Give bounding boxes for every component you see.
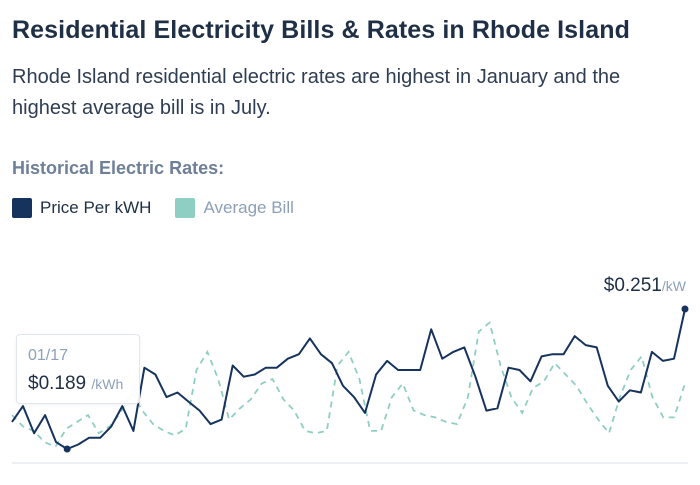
- legend-label-price: Price Per kWH: [40, 198, 152, 217]
- latest-price-unit: /kW: [661, 278, 686, 294]
- rates-line-chart[interactable]: [0, 250, 700, 485]
- point-min-price: [63, 445, 71, 453]
- series-line-price-per-kwh: [11, 308, 686, 450]
- tooltip-date: 01/17: [28, 347, 69, 364]
- legend-item-price[interactable]: Price Per kWH: [12, 198, 151, 218]
- chart-legend: Price Per kWH Average Bill: [12, 198, 318, 218]
- tooltip-value: $0.189 /kWh: [28, 373, 123, 395]
- tooltip-price: $0.189: [28, 373, 87, 394]
- latest-price-value: $0.251: [603, 275, 662, 296]
- legend-item-bill[interactable]: Average Bill: [175, 198, 294, 218]
- point-latest-price: [681, 305, 689, 313]
- legend-swatch-bill: [175, 198, 196, 218]
- section-label: Historical Electric Rates:: [12, 158, 225, 178]
- legend-swatch-price: [12, 198, 32, 218]
- page-subtitle: Rhode Island residential electric rates …: [12, 66, 621, 119]
- page-title: Residential Electricity Bills & Rates in…: [12, 16, 630, 44]
- latest-price-label: $0.251/kW: [604, 275, 686, 297]
- series-line-average-bill: [11, 320, 686, 448]
- legend-label-bill: Average Bill: [203, 198, 294, 217]
- tooltip-unit: /kWh: [91, 376, 124, 392]
- chart-points: [63, 305, 689, 453]
- chart-tooltip: 01/17 $0.189 /kWh: [16, 334, 140, 404]
